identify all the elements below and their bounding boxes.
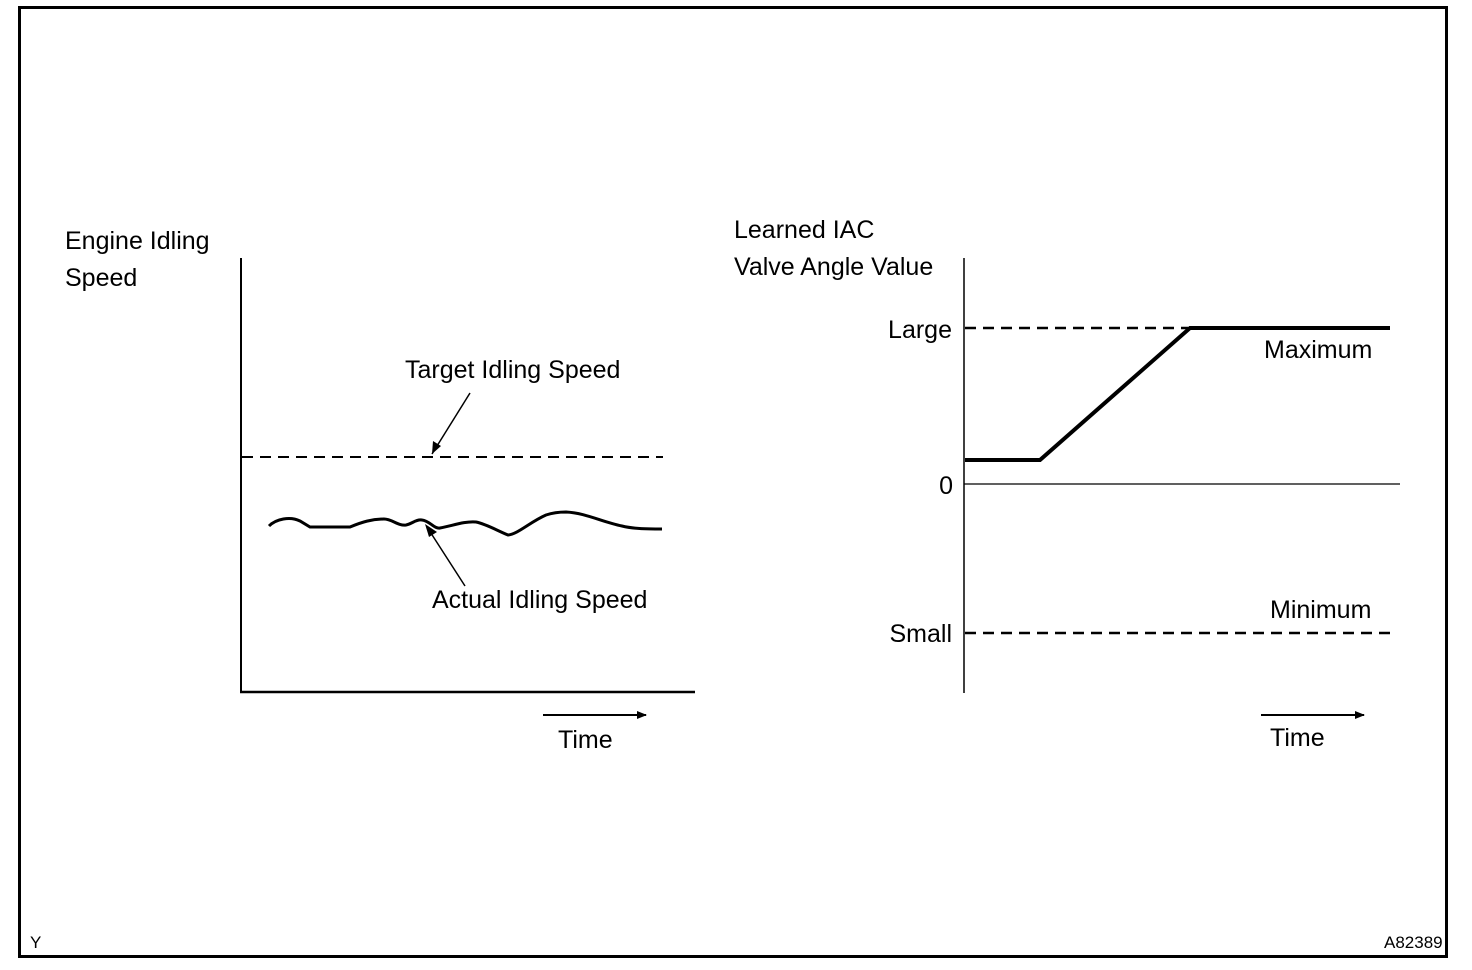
tick-large: Large — [888, 316, 952, 344]
actual-idling-speed-label: Actual Idling Speed — [432, 586, 647, 614]
tick-small: Small — [889, 620, 952, 648]
learned-iac-value-line — [965, 326, 1390, 462]
diagram-frame — [18, 6, 1448, 958]
left-time-label: Time — [558, 726, 613, 754]
tick-zero: 0 — [939, 472, 953, 500]
left-ylabel-line1: Engine Idling — [65, 227, 210, 255]
target-pointer-arrowhead — [432, 441, 441, 454]
minimum-label: Minimum — [1270, 596, 1371, 624]
footer-left-code: Y — [30, 933, 41, 952]
actual-idling-speed-curve — [267, 510, 663, 537]
right-time-label: Time — [1270, 724, 1325, 752]
figure-id: A82389 — [1384, 933, 1443, 952]
actual-pointer-arrow — [426, 526, 466, 587]
left-ylabel-line2: Speed — [65, 264, 137, 292]
target-pointer-arrow — [431, 392, 471, 455]
maximum-label: Maximum — [1264, 336, 1372, 364]
left-chart: Engine Idling Speed Target Idling Speed … — [65, 227, 695, 754]
right-chart: Learned IAC Valve Angle Value Large 0 Sm… — [734, 216, 1400, 752]
target-idling-speed-label: Target Idling Speed — [405, 356, 620, 384]
right-ylabel-line2: Valve Angle Value — [734, 253, 933, 281]
actual-pointer-arrowhead — [425, 524, 437, 537]
right-ylabel-line1: Learned IAC — [734, 216, 874, 244]
